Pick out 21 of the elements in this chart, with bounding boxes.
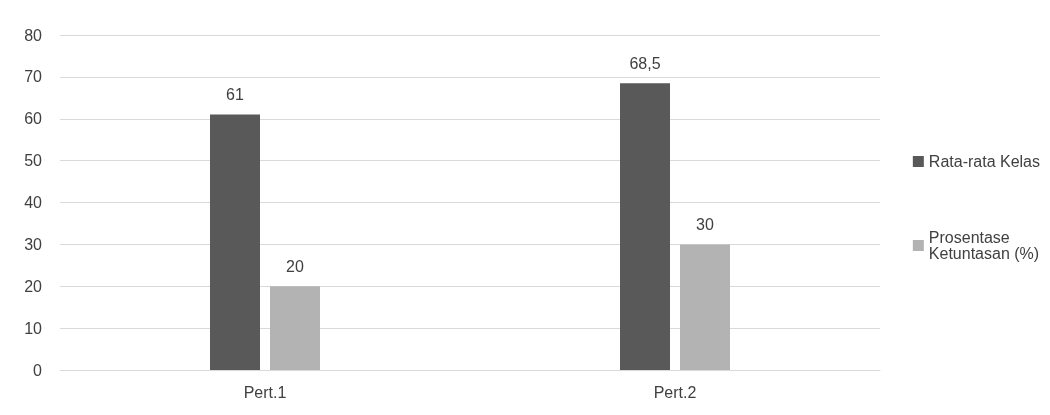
y-tick-label: 30 [24,235,43,253]
data-label: 68,5 [629,54,661,72]
y-tick-label: 70 [24,68,43,86]
bar [210,114,260,370]
x-tick-label: Pert.2 [653,383,697,401]
y-tick-label: 40 [24,194,43,211]
legend-label: Rata-rata Kelas [928,153,1041,170]
legend-label: Prosentase Ketuntasan (%) [928,229,1040,262]
x-tick-label: Pert.1 [243,383,287,401]
data-label: 61 [226,86,244,104]
y-tick-label: 80 [24,26,43,44]
y-tick-label: 0 [33,361,43,379]
y-tick-label: 50 [24,152,43,170]
y-tick-label: 10 [24,319,43,337]
y-tick-label: 20 [24,277,43,295]
y-tick-label: 60 [24,110,43,128]
bar [270,286,320,370]
data-label: 30 [696,215,714,233]
bar [680,244,730,370]
data-label: 20 [286,257,304,275]
bar [620,83,670,370]
